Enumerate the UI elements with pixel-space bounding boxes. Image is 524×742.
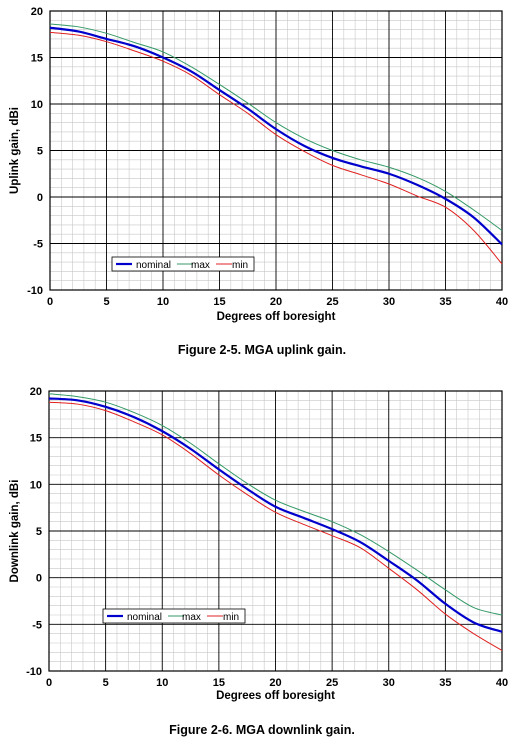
x-tick-label: 40 [496, 296, 508, 308]
downlink-figure-caption: Figure 2-6. MGA downlink gain. [169, 723, 355, 737]
y-tick-label: 5 [37, 146, 43, 158]
y-tick-label: -5 [32, 619, 42, 631]
x-tick-label: 40 [496, 677, 508, 689]
y-tick-label: 0 [37, 192, 43, 204]
y-tick-label: 20 [30, 386, 42, 398]
x-tick-label: 5 [103, 677, 109, 689]
plot-area [49, 10, 503, 291]
y-axis-label: Uplink gain, dBi [9, 107, 21, 194]
x-tick-label: 5 [103, 296, 109, 308]
legend-label-max: max [182, 612, 201, 623]
uplink-gain-figure: 0 5 10 15 20 25 30 35 40 -10 -5 0 5 10 15 20 Degrees off… [0, 0, 524, 365]
legend-label-nominal: nominal [136, 260, 171, 271]
legend: nominal max min [102, 608, 246, 624]
x-tick-label: 20 [269, 677, 281, 689]
y-tick-label: 10 [31, 99, 43, 111]
series-line-nominal [49, 26, 503, 246]
series-line-max [49, 23, 503, 231]
downlink-gain-figure: 0 5 10 15 20 25 30 35 40 -10 -5 0 5 10 15 20 Degrees off… [0, 378, 524, 742]
y-tick-label: -10 [26, 666, 42, 678]
y-tick-label: 15 [31, 53, 43, 65]
y-tick-label: 5 [36, 526, 42, 538]
legend-label-min: min [232, 260, 248, 271]
y-tick-label: 15 [30, 433, 42, 445]
x-tick-label: 10 [156, 677, 168, 689]
plot-area [48, 390, 503, 672]
x-tick-label: 10 [157, 296, 169, 308]
x-tick-label: 30 [383, 677, 395, 689]
x-tick-label: 30 [383, 296, 395, 308]
series-line-min [48, 401, 503, 651]
y-tick-label: 10 [30, 479, 42, 491]
legend-label-nominal: nominal [127, 612, 162, 623]
x-tick-label: 25 [326, 296, 338, 308]
legend: nominal max min [111, 256, 255, 272]
x-tick-label: 15 [213, 677, 225, 689]
legend-label-max: max [191, 260, 210, 271]
y-tick-label: 20 [31, 6, 43, 18]
series-line-min [49, 31, 503, 265]
uplink-figure-caption: Figure 2-5. MGA uplink gain. [177, 343, 347, 357]
series-line-max [48, 393, 503, 616]
x-axis-label: Degrees off boresight [216, 690, 335, 702]
x-tick-label: 0 [46, 677, 52, 689]
y-tick-label: -5 [33, 239, 43, 251]
x-tick-label: 35 [439, 296, 451, 308]
plot-frame [48, 390, 503, 672]
series-line-nominal [48, 397, 503, 633]
x-axis-label: Degrees off boresight [217, 311, 336, 323]
y-axis-label: Downlink gain, dBi [9, 480, 21, 583]
uplink-gain-chart: 0 5 10 15 20 25 30 35 40 -10 -5 0 5 10 15 20 Degrees off… [9, 6, 508, 323]
plot-frame [49, 10, 503, 291]
y-tick-label: -10 [27, 285, 43, 297]
x-tick-label: 15 [213, 296, 225, 308]
y-tick-label: 0 [36, 573, 42, 585]
x-tick-label: 35 [439, 677, 451, 689]
x-tick-label: 0 [47, 296, 53, 308]
x-tick-label: 25 [326, 677, 338, 689]
x-tick-label: 20 [270, 296, 282, 308]
legend-label-min: min [223, 612, 239, 623]
